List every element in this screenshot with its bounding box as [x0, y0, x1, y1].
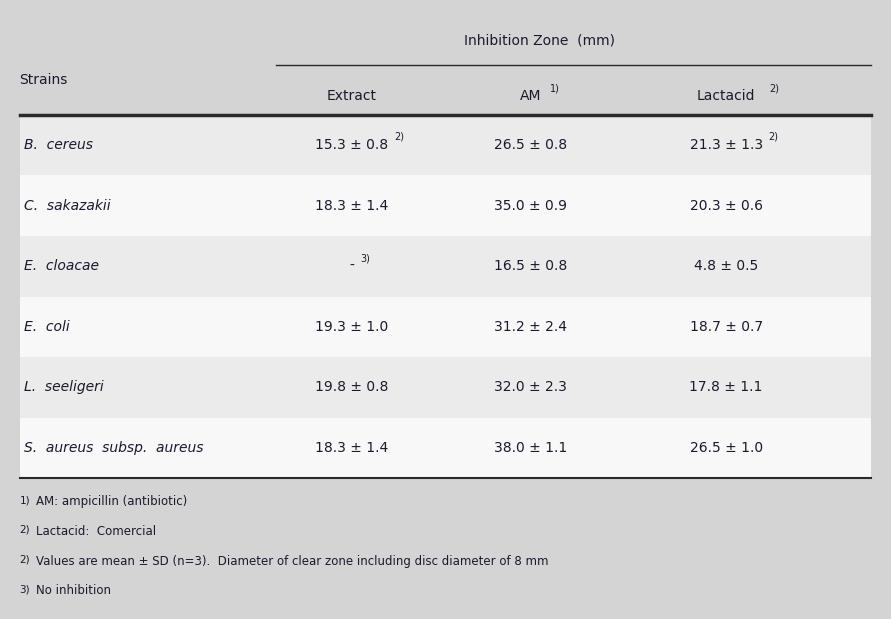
Text: 38.0 ± 1.1: 38.0 ± 1.1 [494, 441, 567, 455]
Text: 2): 2) [20, 525, 30, 535]
Text: 26.5 ± 1.0: 26.5 ± 1.0 [690, 441, 763, 455]
Bar [20, 0, 871, 115]
Text: Values are mean ± SD (n=3).  Diameter of clear zone including disc diameter of 8: Values are mean ± SD (n=3). Diameter of … [36, 555, 548, 568]
Text: Inhibition Zone  (mm): Inhibition Zone (mm) [463, 33, 615, 47]
Text: E.  cloacae: E. cloacae [24, 259, 99, 273]
Text: 2): 2) [20, 555, 30, 565]
Text: 2): 2) [769, 84, 779, 93]
Text: 4.8 ± 0.5: 4.8 ± 0.5 [694, 259, 758, 273]
Text: 3): 3) [360, 253, 370, 263]
Text: No inhibition: No inhibition [36, 584, 110, 597]
Text: 1): 1) [20, 495, 30, 505]
Bar [20, 297, 871, 357]
Text: E.  coli: E. coli [24, 320, 69, 334]
Bar [20, 175, 871, 236]
Text: -: - [349, 259, 355, 273]
Text: 3): 3) [20, 584, 30, 594]
Text: AM: ampicillin (antibiotic): AM: ampicillin (antibiotic) [36, 495, 187, 508]
Text: 2): 2) [768, 132, 778, 142]
Text: B.  cereus: B. cereus [24, 138, 93, 152]
Text: 20.3 ± 0.6: 20.3 ± 0.6 [690, 199, 763, 212]
Text: Strains: Strains [20, 74, 68, 87]
Text: 31.2 ± 2.4: 31.2 ± 2.4 [494, 320, 567, 334]
Text: 19.3 ± 1.0: 19.3 ± 1.0 [315, 320, 388, 334]
Text: 32.0 ± 2.3: 32.0 ± 2.3 [494, 381, 567, 394]
Text: 18.7 ± 0.7: 18.7 ± 0.7 [690, 320, 763, 334]
Text: 18.3 ± 1.4: 18.3 ± 1.4 [315, 199, 388, 212]
Text: AM: AM [519, 89, 541, 103]
Text: Extract: Extract [327, 89, 377, 103]
Text: 19.8 ± 0.8: 19.8 ± 0.8 [315, 381, 388, 394]
Bar [20, 115, 871, 175]
Bar [20, 236, 871, 297]
Bar [20, 418, 871, 478]
Text: 35.0 ± 0.9: 35.0 ± 0.9 [494, 199, 567, 212]
Text: 15.3 ± 0.8: 15.3 ± 0.8 [315, 138, 388, 152]
Text: 21.3 ± 1.3: 21.3 ± 1.3 [690, 138, 763, 152]
Bar [20, 357, 871, 418]
Text: C.  sakazakii: C. sakazakii [24, 199, 110, 212]
Text: 18.3 ± 1.4: 18.3 ± 1.4 [315, 441, 388, 455]
Text: 1): 1) [550, 84, 560, 93]
Text: 16.5 ± 0.8: 16.5 ± 0.8 [494, 259, 567, 273]
Text: Lactacid: Lactacid [697, 89, 756, 103]
Text: 17.8 ± 1.1: 17.8 ± 1.1 [690, 381, 763, 394]
Text: 2): 2) [394, 132, 404, 142]
Text: 26.5 ± 0.8: 26.5 ± 0.8 [494, 138, 567, 152]
Text: L.  seeligeri: L. seeligeri [24, 381, 104, 394]
Text: S.  aureus  subsp.  aureus: S. aureus subsp. aureus [24, 441, 203, 455]
Text: Lactacid:  Comercial: Lactacid: Comercial [36, 525, 156, 538]
